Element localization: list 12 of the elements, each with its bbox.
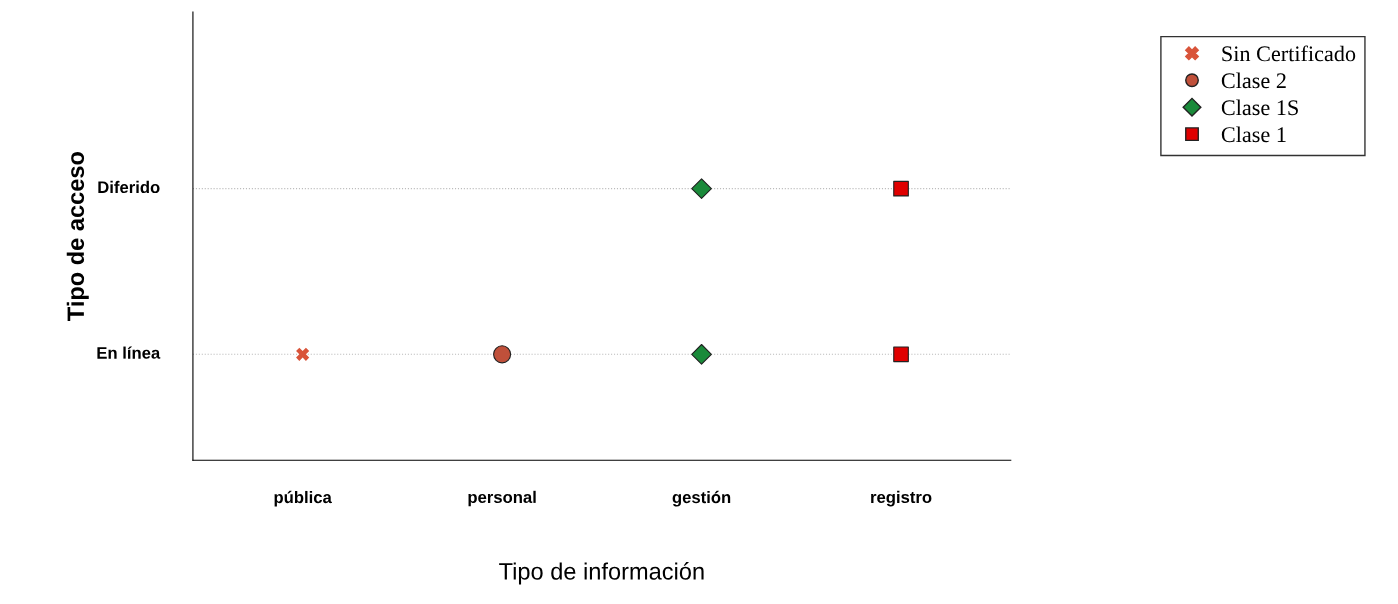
x-tick-label: gestión [672,490,731,507]
legend-label: Clase 1S [1221,99,1298,116]
legend-label: Sin Certificado [1222,45,1356,62]
x-axis-title: Tipo de información [499,562,704,585]
ref-line-label: En línea [97,346,161,359]
ref-line-label: Diferido [98,180,160,194]
x-tick-label: pública [274,490,332,507]
legend-label: Clase 2 [1221,72,1286,89]
y-axis-title: Tipo de acceso [66,152,89,321]
legend-label: Clase 1 [1221,126,1286,143]
x-tick-label: registro [871,490,932,507]
x-tick-label: personal [468,490,536,507]
